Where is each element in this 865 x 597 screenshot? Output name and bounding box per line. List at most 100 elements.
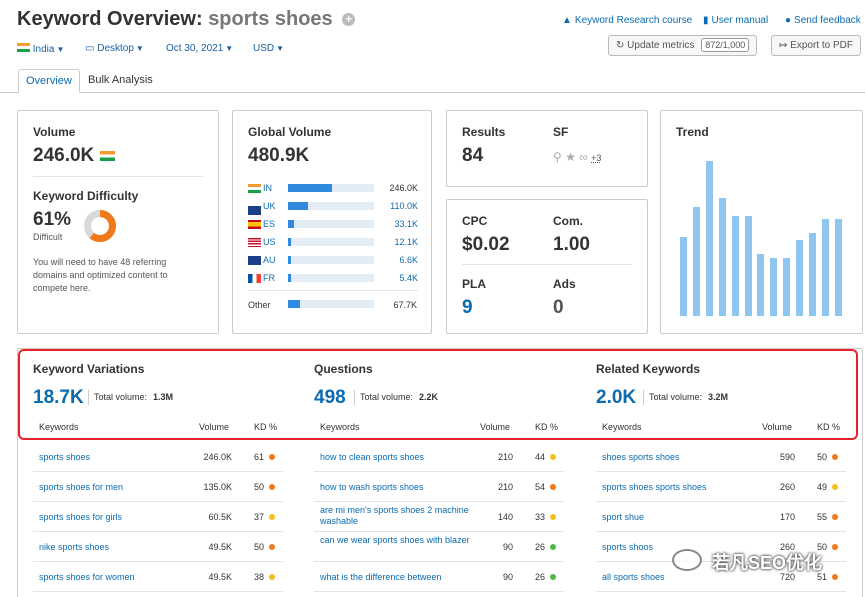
export-pdf-button[interactable]: ↦ Export to PDF [771, 35, 861, 56]
country-volume-es[interactable]: 33.1K [394, 219, 418, 229]
row-divider [314, 561, 564, 562]
keyword-volume: 90 [502, 542, 513, 552]
table-row[interactable]: can we wear sports shoes with blazer 90 26 [314, 532, 564, 562]
keyword-link[interactable]: all sports shoes [602, 572, 665, 582]
country-bar-fill [288, 220, 295, 228]
device-select[interactable]: ▭ Desktop ▼ [85, 43, 144, 54]
row-divider [33, 471, 283, 472]
kd-indicator-dot [832, 514, 838, 520]
related-keywords-title: Related Keywords [596, 362, 701, 376]
table-row[interactable]: sports shoes for men 135.0K 50 [33, 472, 283, 502]
keyword-variations-count[interactable]: 18.7K [33, 387, 84, 408]
table-row[interactable]: sports shoes 246.0K 61 [33, 442, 283, 472]
table-row[interactable]: sports shoes for girls 60.5K 37 [33, 502, 283, 532]
kd-indicator-dot [832, 484, 838, 490]
country-code-us[interactable]: US [263, 237, 276, 247]
table-row[interactable]: are mi men's sports shoes 2 machine wash… [314, 502, 564, 532]
keyword-difficulty-label: Keyword Difficulty [33, 189, 139, 203]
row-divider [33, 561, 283, 562]
global-volume-label: Global Volume [248, 125, 332, 139]
sf-more[interactable]: +3 [591, 153, 602, 163]
keyword-link[interactable]: sports shoes sports shoes [602, 482, 707, 492]
row-divider [596, 531, 846, 532]
serp-features[interactable]: ⚲ ★ ∞ +3 [553, 150, 601, 164]
keyword-link[interactable]: sports shoes for men [39, 482, 124, 492]
column-header-keywords[interactable]: Keywords [602, 422, 642, 432]
send-feedback-link[interactable]: ● Send feedback [785, 15, 861, 26]
keyword-link[interactable]: how to clean sports shoes [320, 452, 425, 462]
table-row[interactable]: what is the difference between 90 26 [314, 562, 564, 592]
keyword-link[interactable]: shoes sports shoes [602, 452, 680, 462]
table-row[interactable]: sports shoes sports shoes 260 49 [596, 472, 846, 502]
tab-overview[interactable]: Overview [18, 69, 80, 93]
india-flag-icon [17, 43, 30, 52]
row-divider [596, 591, 846, 592]
update-metrics-button[interactable]: ↻ Update metrics 872/1,000 [608, 35, 758, 56]
related-keywords-count[interactable]: 2.0K [596, 387, 637, 408]
kd-indicator-dot [832, 544, 838, 550]
table-row[interactable]: sports shoes for women 49.5K 38 [33, 562, 283, 592]
keyword-research-course-link[interactable]: ▲ Keyword Research course [562, 15, 693, 26]
keyword-link[interactable]: sports shoes for girls [39, 512, 123, 522]
table-row[interactable]: how to wash sports shoes 210 54 [314, 472, 564, 502]
keyword-link[interactable]: sports shoes for women [39, 572, 135, 582]
keyword-volume: 210 [497, 482, 513, 492]
country-select[interactable]: India ▼ [17, 43, 64, 55]
kd-indicator-dot [550, 484, 556, 490]
keyword-difficulty: 44 [534, 452, 545, 462]
country-volume-au[interactable]: 6.6K [399, 255, 418, 265]
questions-count[interactable]: 498 [314, 387, 346, 408]
column-header-kd[interactable]: KD % [817, 422, 841, 432]
column-header-keywords[interactable]: Keywords [320, 422, 360, 432]
country-code-au[interactable]: AU [263, 255, 276, 265]
country-code-uk[interactable]: UK [263, 201, 276, 211]
keyword-link[interactable]: sports shoos [602, 542, 654, 552]
desktop-icon: ▭ [85, 43, 95, 54]
table-row[interactable]: sport shue 170 55 [596, 502, 846, 532]
column-header-volume[interactable]: Volume [762, 422, 793, 432]
column-header-kd[interactable]: KD % [535, 422, 559, 432]
keyword-difficulty-value: 61% [33, 209, 72, 230]
keyword-link[interactable]: can we wear sports shoes with blazer [320, 535, 470, 545]
country-code-es[interactable]: ES [263, 219, 276, 229]
ads-label: Ads [553, 277, 576, 291]
user-manual-link[interactable]: ▮ User manual [703, 15, 769, 26]
keyword-link[interactable]: sports shoes [39, 452, 91, 462]
country-volume-in[interactable]: 246.0K [389, 183, 418, 193]
keyword-link[interactable]: sport shue [602, 512, 645, 522]
add-keyword-icon[interactable]: + [342, 13, 356, 26]
country-volume-fr[interactable]: 5.4K [399, 273, 418, 283]
country-volume-us[interactable]: 12.1K [394, 237, 418, 247]
column-header-volume[interactable]: Volume [199, 422, 230, 432]
cpc-value: $0.02 [462, 234, 510, 255]
watermark-text: 若凡SEO优化 [712, 553, 823, 573]
trend-bar [783, 257, 791, 316]
keyword-link[interactable]: nike sports shoes [39, 542, 110, 552]
date-select[interactable]: Oct 30, 2021 ▼ [166, 43, 234, 54]
questions-total-volume: Total volume: 2.2K [360, 392, 438, 402]
country-bar-fr [288, 274, 374, 282]
trend-bar [796, 240, 804, 316]
country-bar-uk [288, 202, 374, 210]
table-row[interactable]: nike sports shoes 49.5K 50 [33, 532, 283, 562]
kd-indicator-dot [269, 514, 275, 520]
table-row[interactable]: all sports shoes 720 51 [596, 562, 846, 592]
keyword-difficulty: 26 [534, 572, 545, 582]
currency-select[interactable]: USD ▼ [253, 43, 285, 54]
table-row[interactable]: how to clean sports shoes 210 44 [314, 442, 564, 472]
pla-value[interactable]: 9 [462, 297, 473, 318]
country-code-fr[interactable]: FR [263, 273, 275, 283]
column-header-keywords[interactable]: Keywords [39, 422, 79, 432]
keyword-link[interactable]: how to wash sports shoes [320, 482, 424, 492]
tab-bulk-analysis[interactable]: Bulk Analysis [88, 74, 153, 86]
table-row[interactable]: sports shoos 260 50 [596, 532, 846, 562]
chevron-down-icon: ▼ [276, 44, 285, 53]
country-code-in[interactable]: IN [263, 183, 272, 193]
column-header-volume[interactable]: Volume [480, 422, 511, 432]
column-header-kd[interactable]: KD % [254, 422, 278, 432]
keyword-variations-total-volume: Total volume: 1.3M [94, 392, 173, 402]
country-volume-uk[interactable]: 110.0K [390, 201, 418, 211]
keyword-link[interactable]: what is the difference between [320, 572, 442, 582]
keyword-link[interactable]: are mi men's sports shoes 2 machine wash… [320, 505, 469, 526]
table-row[interactable]: shoes sports shoes 590 50 [596, 442, 846, 472]
